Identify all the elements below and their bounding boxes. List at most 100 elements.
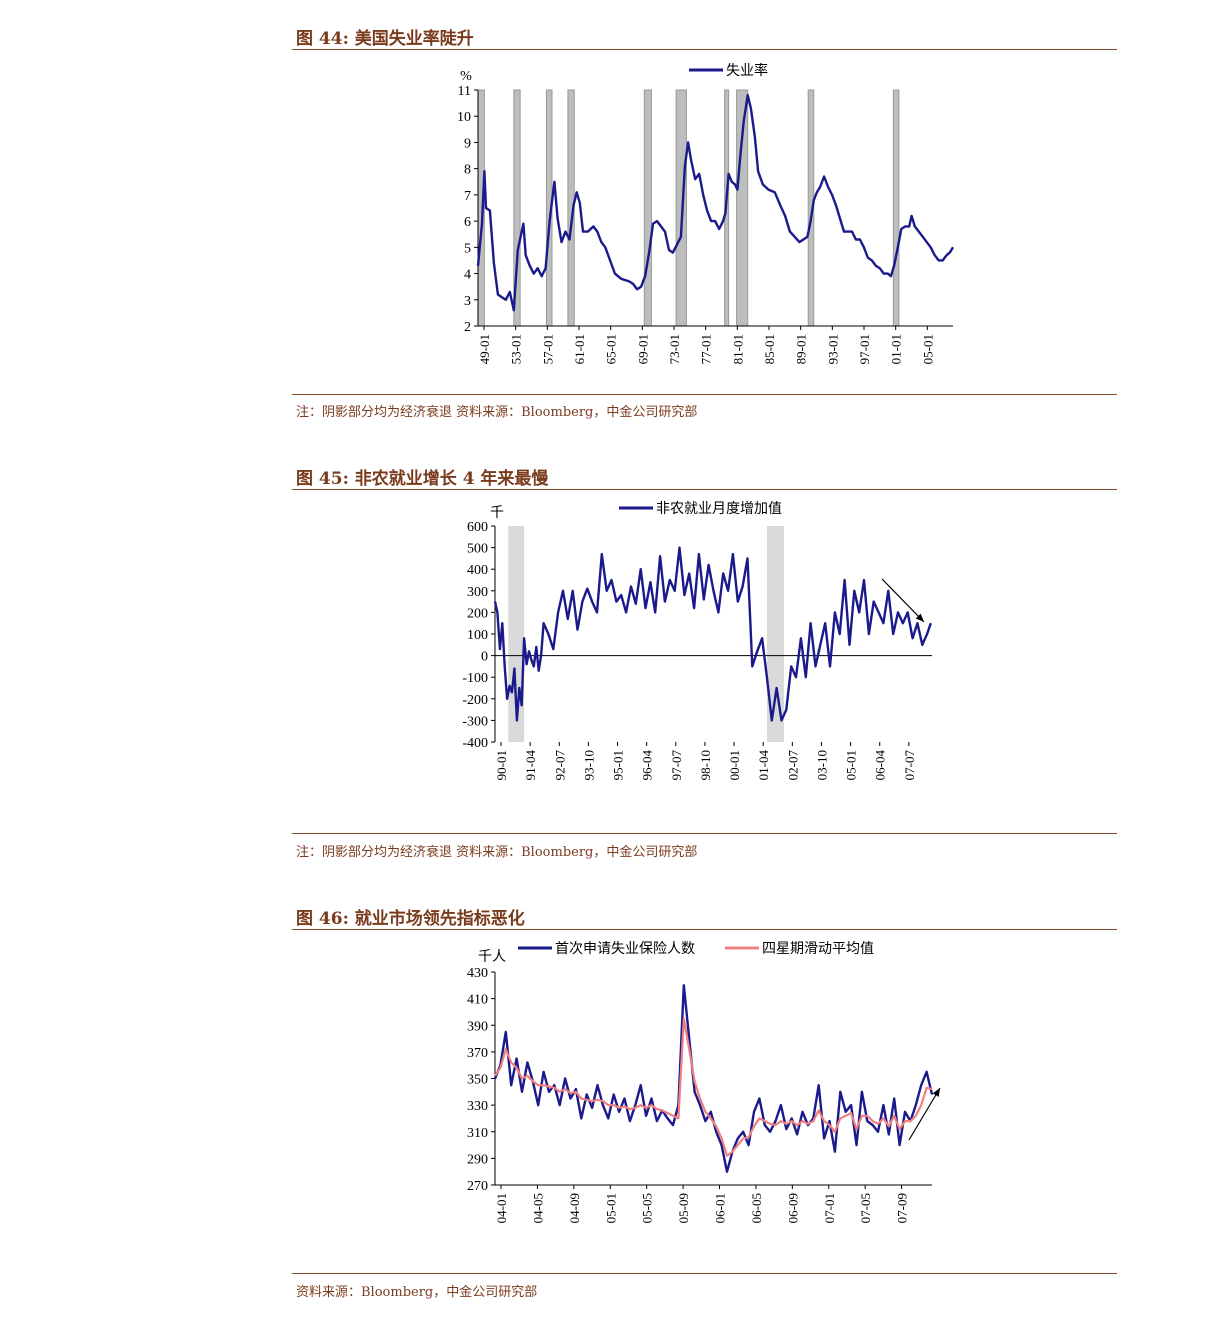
- x-tick-label: 96-04: [640, 750, 655, 781]
- y-unit-label: 千人: [478, 949, 506, 965]
- recession-band: [893, 90, 899, 326]
- x-tick-label: 06-01: [713, 1193, 728, 1223]
- x-tick-label: 01-01: [889, 334, 904, 364]
- y-tick-label: 390: [467, 1019, 488, 1034]
- x-tick-label: 97-07: [669, 750, 684, 781]
- y-tick-label: 5: [464, 241, 471, 256]
- x-tick-label: 01-04: [756, 750, 771, 781]
- x-tick-label: 02-07: [785, 750, 800, 781]
- y-tick-label: 4: [464, 268, 471, 283]
- y-tick-label: 8: [464, 163, 471, 178]
- y-tick-label: 370: [467, 1046, 488, 1061]
- y-tick-label: 6: [464, 215, 471, 230]
- figure-note: 资料来源：Bloomberg，中金公司研究部: [296, 1281, 537, 1300]
- y-tick-label: 0: [481, 650, 488, 665]
- unemployment-rate-chart: 2 3 4 5 6 7 8 9 10 11% 49-01 53-01 57-01 61-01 65-01 69…: [292, 52, 1117, 397]
- figure-44: 图 44: 美国失业率陡升 2 3 4 5 6 7 8 9 10 11% 49-01 53-01 57-…: [292, 0, 1117, 430]
- series-line-2: [495, 1019, 932, 1156]
- note-rule: [292, 1273, 1117, 1274]
- x-tick-label: 07-09: [895, 1193, 910, 1223]
- recession-band: [644, 90, 651, 326]
- y-tick-label: 11: [458, 84, 471, 99]
- x-tick-label: 06-09: [785, 1193, 800, 1223]
- x-tick-label: 90-01: [494, 750, 509, 780]
- figure-title: 图 44: 美国失业率陡升: [296, 24, 474, 49]
- x-tick-label: 81-01: [730, 334, 745, 364]
- y-tick-label: 500: [467, 542, 488, 557]
- y-tick-label: 410: [467, 993, 488, 1008]
- x-tick-label: 93-10: [581, 750, 596, 780]
- y-tick-label: 9: [464, 136, 471, 151]
- x-tick-label: 04-01: [494, 1193, 509, 1223]
- x-tick-label: 05-01: [603, 1193, 618, 1223]
- x-tick-label: 49-01: [477, 334, 492, 364]
- figure-title: 图 45: 非农就业增长 4 年来最慢: [296, 464, 548, 489]
- x-tick-label: 57-01: [540, 334, 555, 364]
- legend-label: 首次申请失业保险人数: [555, 941, 695, 957]
- y-tick-label: 270: [467, 1179, 488, 1194]
- y-tick-label: 310: [467, 1126, 488, 1141]
- title-rule: [292, 49, 1117, 50]
- y-tick-label: -200: [462, 693, 488, 708]
- x-tick-label: 06-05: [749, 1193, 764, 1223]
- y-tick-label: 430: [467, 966, 488, 981]
- y-unit-label: %: [460, 69, 472, 84]
- x-tick-label: 85-01: [762, 334, 777, 364]
- legend-label: 失业率: [726, 62, 768, 79]
- y-tick-label: 3: [464, 294, 471, 309]
- x-tick-label: 07-07: [902, 750, 917, 781]
- x-tick-label: 93-01: [825, 334, 840, 364]
- x-tick-label: 95-01: [611, 750, 626, 780]
- figure-45: 图 45: 非农就业增长 4 年来最慢 -400 -300 -200 -100 0 100…: [292, 440, 1117, 870]
- legend-label: 非农就业月度增加值: [656, 501, 782, 517]
- x-tick-label: 07-01: [822, 1193, 837, 1223]
- y-tick-label: 100: [467, 628, 488, 643]
- x-tick-label: 06-04: [873, 750, 888, 781]
- y-tick-label: 400: [467, 563, 488, 578]
- y-tick-label: 2: [464, 320, 471, 335]
- x-tick-label: 00-01: [727, 750, 742, 780]
- y-tick-label: 350: [467, 1073, 488, 1088]
- note-rule: [292, 394, 1117, 395]
- y-tick-label: -400: [462, 736, 488, 751]
- y-tick-label: 7: [464, 189, 471, 204]
- x-tick-label: 04-09: [567, 1193, 582, 1223]
- x-tick-label: 61-01: [572, 334, 587, 364]
- y-tick-label: 330: [467, 1099, 488, 1114]
- y-tick-label: -100: [462, 671, 488, 686]
- x-tick-label: 77-01: [699, 334, 714, 364]
- x-tick-label: 89-01: [794, 334, 809, 364]
- x-tick-label: 07-05: [858, 1193, 873, 1223]
- y-tick-label: 200: [467, 606, 488, 621]
- figure-46: 图 46: 就业市场领先指标恶化 270 290 310 330 350 370 390 41…: [292, 880, 1117, 1310]
- y-tick-label: 600: [467, 520, 488, 535]
- title-rule: [292, 929, 1117, 930]
- title-rule: [292, 489, 1117, 490]
- series-line-1: [495, 985, 932, 1171]
- x-tick-label: 65-01: [604, 334, 619, 364]
- x-tick-label: 03-10: [814, 750, 829, 780]
- x-tick-label: 05-01: [920, 334, 935, 364]
- x-tick-label: 91-04: [523, 750, 538, 781]
- figure-note: 注：阴影部分均为经济衰退 资料来源：Bloomberg，中金公司研究部: [296, 841, 697, 860]
- y-unit-label: 千: [490, 505, 504, 521]
- x-tick-label: 04-05: [530, 1193, 545, 1223]
- series-line-1: [495, 548, 931, 721]
- x-tick-label: 05-01: [844, 750, 859, 780]
- trend-arrow-head: [933, 1088, 940, 1097]
- x-tick-label: 05-05: [640, 1193, 655, 1223]
- note-rule: [292, 833, 1117, 834]
- legend-label: 四星期滑动平均值: [762, 940, 874, 957]
- x-tick-label: 97-01: [857, 334, 872, 364]
- x-tick-label: 53-01: [509, 334, 524, 364]
- x-tick-label: 69-01: [635, 334, 650, 364]
- x-tick-label: 05-09: [676, 1193, 691, 1223]
- figure-note: 注：阴影部分均为经济衰退 资料来源：Bloomberg，中金公司研究部: [296, 401, 697, 420]
- y-tick-label: 300: [467, 585, 488, 600]
- recession-band: [676, 90, 686, 326]
- x-tick-label: 73-01: [667, 334, 682, 364]
- x-tick-label: 98-10: [698, 750, 713, 780]
- x-tick-label: 92-07: [552, 750, 567, 781]
